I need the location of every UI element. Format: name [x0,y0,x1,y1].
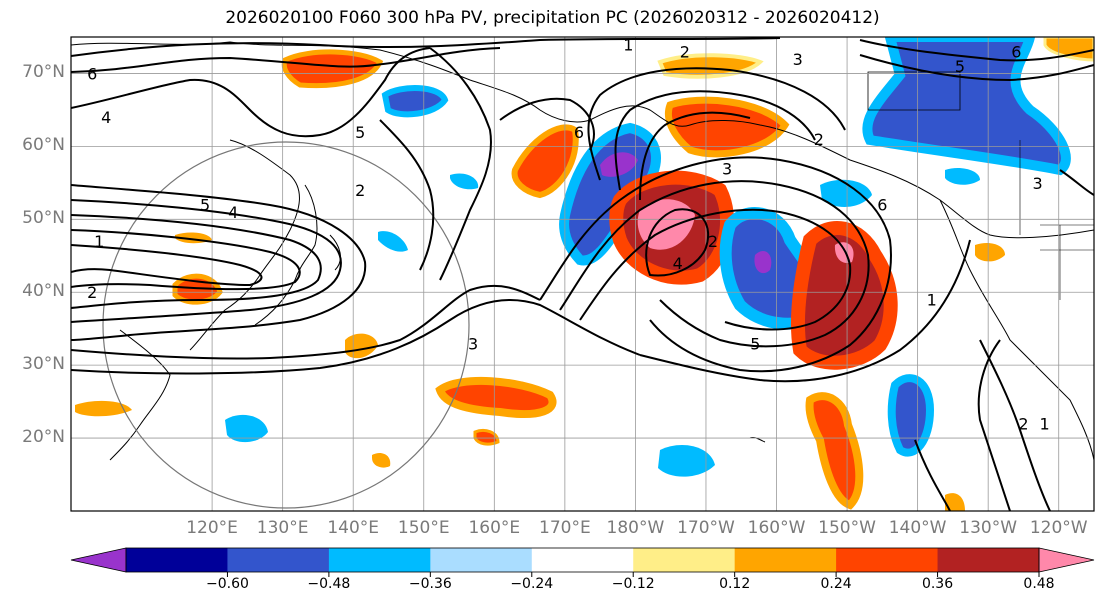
colorbar [70,547,1095,577]
colorbar-segment [328,548,431,572]
colorbar-segment [126,548,228,572]
precip-positive-area [75,400,132,417]
colorbar-tick-label: 0.48 [1023,576,1055,592]
pv-contour-label: 2 [1018,414,1028,433]
pv-contour-label: 6 [877,196,887,215]
pv-contour-label: 1 [94,232,104,251]
precipitation-shading [75,37,1094,511]
precip-negative-area [945,168,980,185]
precip-negative-area [378,231,408,252]
colorbar-tick-label: −0.12 [611,576,655,592]
pv-contour-label: 1 [623,35,633,54]
lon-label: 120°E [186,518,238,538]
gridlines [71,37,1094,511]
precip-positive-area [435,377,557,418]
pv-contour-label: 3 [793,50,803,69]
pv-contour-label: 3 [468,334,478,353]
pv-contour-label: 1 [1040,414,1050,433]
precip-positive-area [511,124,579,199]
lon-label: 130°W [959,518,1018,538]
lon-label: 120°W [1029,518,1088,538]
lon-label: 170°W [677,518,735,538]
precip-negative-area [381,85,449,118]
pv-contour-label: 2 [87,283,97,302]
pv-contour-label: 5 [955,57,965,76]
pv-contour-label: 2 [814,130,824,149]
pv-contour-label: 6 [1011,43,1021,62]
precip-negative-area [754,250,772,274]
precip-negative-area [600,152,638,177]
pv-contour-label: 2 [708,232,718,251]
lon-label: 160°E [468,518,521,538]
precip-negative-area [658,445,715,477]
lon-label: 180°W [606,518,665,538]
radius-circle [102,141,470,509]
colorbar-frame [125,547,1040,573]
pv-contour-label: 1 [927,291,937,310]
lon-label: 150°W [818,518,876,538]
lon-label: 140°W [888,518,947,538]
map-frame [70,36,1095,512]
colorbar-tick-label: 0.24 [820,576,852,592]
pv-contour-label: 2 [680,43,690,62]
colorbar-segment [430,548,533,572]
pv-contour-label: 3 [722,159,732,178]
lat-label: 70°N [22,62,65,83]
pv-contour-label: 5 [200,196,210,215]
precip-negative-area [450,173,479,190]
precip-negative-area [820,179,872,207]
pv-contour-label: 4 [101,108,111,127]
colorbar-tick-label: −0.36 [408,576,452,592]
colorbar-tick-label: −0.48 [307,576,351,592]
precip-positive-area [473,428,500,446]
colorbar-tick-label: −0.24 [510,576,554,592]
lon-label: 150°E [397,518,450,538]
lon-label: 170°E [539,518,591,538]
lat-label: 60°N [22,135,65,156]
colorbar-tick-label: 0.12 [719,576,751,592]
pv-contour-label: 2 [355,181,365,200]
colorbar-tick-label: 0.36 [921,576,954,592]
pv-contour-label: 4 [673,254,683,273]
lon-label: 160°W [747,518,806,538]
colorbar-segment [734,548,837,572]
precip-negative-area [887,374,935,457]
lat-label: 20°N [22,427,65,448]
colorbar-segment [937,548,1040,572]
precip-positive-area [281,49,384,89]
colorbar-segment [836,548,939,572]
lat-label: 50°N [22,208,65,229]
pv-contour-label: 5 [750,334,760,353]
map-title: 2026020100 F060 300 hPa PV, precipitatio… [225,8,880,28]
precip-positive-area [372,453,391,468]
lon-label: 140°E [327,518,380,538]
lat-label: 40°N [22,281,65,302]
precip-positive-area [975,243,1005,262]
colorbar-segment [531,548,634,572]
colorbar-segment [227,548,330,572]
precip-positive-area [945,493,965,511]
colorbar-segment [633,548,736,572]
lon-label: 130°E [256,518,309,538]
lat-label: 30°N [22,354,65,375]
pv-contour-label: 3 [1032,174,1042,193]
colorbar-extend-high [1038,547,1095,573]
colorbar-tick-label: −0.60 [205,576,249,592]
pv-contour-label: 5 [355,123,365,142]
pv-contour-label: 4 [228,203,238,222]
pv-contour-label: 6 [87,64,97,83]
pv-contours [71,37,1094,511]
precip-negative-area [225,414,268,443]
colorbar-extend-low [70,547,127,573]
pv-contour-label: 6 [574,123,584,142]
